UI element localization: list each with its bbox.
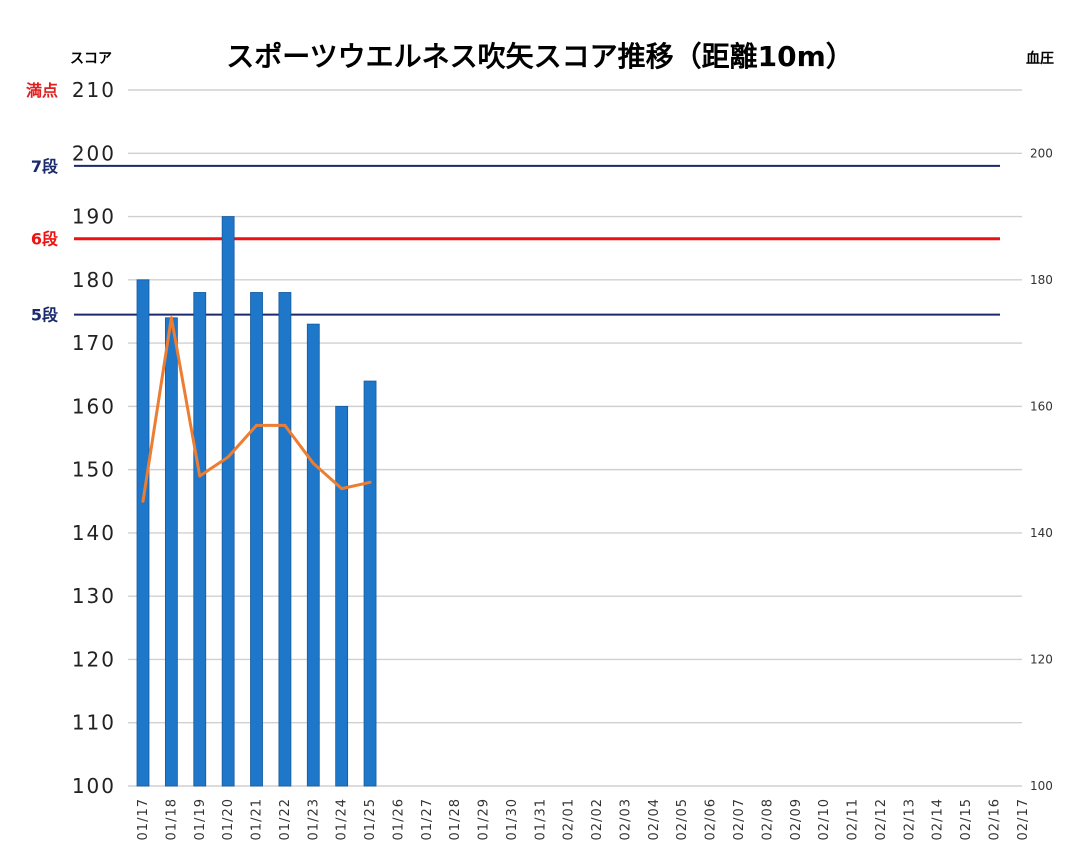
- x-tick-label: 01/23: [306, 798, 321, 840]
- left-axis-label: スコア: [70, 51, 112, 67]
- reference-labels: 満点 7段 6段 5段: [26, 81, 59, 325]
- line-point: [368, 480, 372, 484]
- x-tick-label: 01/25: [363, 798, 378, 840]
- line-point: [255, 423, 259, 427]
- x-tick-label: 02/05: [675, 798, 690, 840]
- bar: [193, 292, 207, 787]
- right-tick-label: 180: [1030, 273, 1053, 287]
- bar: [363, 380, 377, 787]
- reference-label: 満点: [26, 81, 58, 100]
- line-point: [198, 474, 202, 478]
- x-tick-label: 02/09: [789, 798, 804, 840]
- x-tick-label: 02/17: [1016, 798, 1031, 840]
- left-tick-label: 160: [72, 394, 116, 418]
- right-axis-ticks: 100 120 140 160 180 200: [1030, 146, 1053, 793]
- left-axis-ticks: 100 110 120 130 140 150 160 170 180 190 200 210: [72, 78, 116, 798]
- left-tick-label: 110: [72, 711, 116, 735]
- x-tick-label: 01/17: [136, 798, 151, 840]
- left-tick-label: 100: [72, 774, 116, 798]
- grid-lines: [128, 89, 1022, 787]
- x-tick-label: 01/18: [164, 798, 179, 840]
- left-tick-label: 150: [72, 458, 116, 482]
- chart-title: スポーツウエルネス吹矢スコア推移（距離10m）: [226, 40, 854, 73]
- x-tick-label: 02/01: [562, 798, 577, 840]
- x-tick-label: 02/12: [874, 798, 889, 840]
- x-tick-label: 02/14: [931, 798, 946, 840]
- reference-lines: [74, 164, 1000, 316]
- left-tick-label: 140: [72, 521, 116, 545]
- bar: [136, 279, 150, 787]
- x-tick-label: 01/22: [278, 798, 293, 840]
- x-tick-label: 01/21: [250, 798, 265, 840]
- line-point: [283, 423, 287, 427]
- line-point: [169, 316, 173, 320]
- left-tick-label: 170: [72, 331, 116, 355]
- left-tick-label: 130: [72, 584, 116, 608]
- left-tick-label: 200: [72, 141, 116, 165]
- reference-label: 5段: [31, 306, 59, 325]
- x-tick-label: 01/19: [193, 798, 208, 840]
- left-tick-label: 180: [72, 268, 116, 292]
- right-tick-label: 200: [1030, 146, 1053, 160]
- bar: [335, 405, 349, 787]
- bar: [221, 216, 235, 787]
- line-series: [141, 316, 372, 503]
- x-tick-label: 01/29: [477, 798, 492, 840]
- x-tick-label: 01/24: [335, 798, 350, 840]
- x-tick-label: 02/08: [760, 798, 775, 840]
- bar-series: [136, 216, 377, 787]
- bar: [306, 323, 320, 787]
- x-tick-label: 02/16: [987, 798, 1002, 840]
- x-tick-label: 02/03: [618, 798, 633, 840]
- bar: [250, 292, 263, 787]
- right-tick-label: 100: [1030, 779, 1053, 793]
- x-tick-label: 02/07: [732, 798, 747, 840]
- x-tick-label: 02/02: [590, 798, 605, 840]
- reference-label: 7段: [31, 157, 59, 176]
- x-tick-label: 01/26: [391, 798, 406, 840]
- line-point: [141, 499, 145, 503]
- left-tick-label: 210: [72, 78, 116, 102]
- reference-label: 6段: [31, 230, 59, 249]
- bar: [278, 292, 292, 787]
- x-tick-label: 01/30: [505, 798, 520, 840]
- x-tick-label: 02/10: [817, 798, 832, 840]
- right-axis-label: 血圧: [1026, 50, 1054, 67]
- line-point: [311, 461, 315, 465]
- x-tick-label: 02/06: [704, 798, 719, 840]
- x-tick-label: 02/15: [959, 798, 974, 840]
- x-tick-label: 02/13: [902, 798, 917, 840]
- right-tick-label: 140: [1030, 526, 1053, 540]
- left-tick-label: 190: [72, 205, 116, 229]
- x-tick-label: 02/04: [647, 798, 662, 840]
- x-tick-label: 01/27: [420, 798, 435, 840]
- x-axis-ticks: 01/17 01/18 01/19 01/20 01/21 01/22 01/23 01/24…: [136, 798, 1031, 840]
- x-tick-label: 01/28: [448, 798, 463, 840]
- right-tick-label: 120: [1030, 652, 1053, 666]
- x-tick-label: 01/20: [221, 798, 236, 840]
- x-tick-label: 01/31: [533, 798, 548, 840]
- x-tick-label: 02/11: [846, 798, 861, 840]
- left-tick-label: 120: [72, 647, 116, 671]
- bar: [164, 317, 178, 787]
- right-tick-label: 160: [1030, 399, 1053, 413]
- line-point: [226, 455, 230, 459]
- line-point: [340, 487, 344, 491]
